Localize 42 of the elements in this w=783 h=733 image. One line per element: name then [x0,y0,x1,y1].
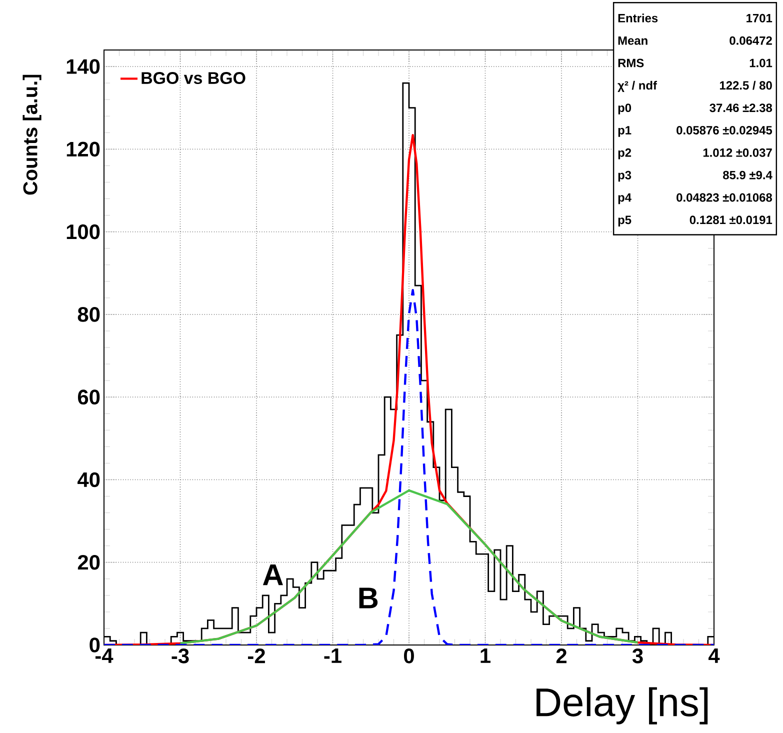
legend-label: BGO vs BGO [142,72,246,84]
annotation: p5 [618,216,632,227]
y-tick-label: 140 [66,59,100,74]
y-tick-label: 120 [66,142,100,157]
y-axis-title: Counts [a.u.] [22,74,42,195]
line-series [179,489,639,644]
text: 1701 [746,14,772,22]
text: Entries [618,14,658,22]
x-tick-label: 0 [404,648,414,664]
annotation: p2 [618,148,632,160]
y-tick-label: 40 [78,472,100,488]
annotation: p1 [618,126,632,137]
text: 122.5 / 80 [720,80,772,90]
x-tick-label: -2 [248,648,265,664]
annotation: RMS [618,58,644,68]
annotation: p0 [618,104,632,114]
y-tick-label: 100 [66,224,100,240]
x-tick-label: 3 [632,648,643,664]
annotation: A [262,564,283,586]
y-tick-label: 60 [78,390,100,404]
y-tick-label: 80 [78,307,100,322]
x-tick-label: 1 [480,648,490,663]
x-axis-title: Delay [ns] [536,687,708,724]
line-series [104,288,714,645]
text: 85.9 ±9.4 [723,170,772,180]
y-tick-label: 20 [78,554,100,570]
text: 1.01 [750,58,772,68]
x-tick-label: 4 [708,648,720,663]
x-tick-label: 2 [556,648,566,664]
annotation: 0.04823 ±0.01068 [676,193,772,202]
annotation: 1.012 ±0.037 [703,148,772,157]
x-tick-label: -1 [324,648,342,663]
annotation: 0.05876 ±0.02945 [676,126,772,134]
annotation: B [359,588,378,608]
annotation: 37.46 ±2.38 [710,104,772,112]
annotation: χ² / ndf [618,80,658,92]
text: Mean [618,36,648,45]
annotation: p4 [618,193,632,204]
x-tick-label: -3 [172,648,189,664]
annotation: p3 [618,170,632,182]
text: 0.06472 [730,36,772,45]
annotation: 0.1281 ±0.0191 [690,216,772,224]
